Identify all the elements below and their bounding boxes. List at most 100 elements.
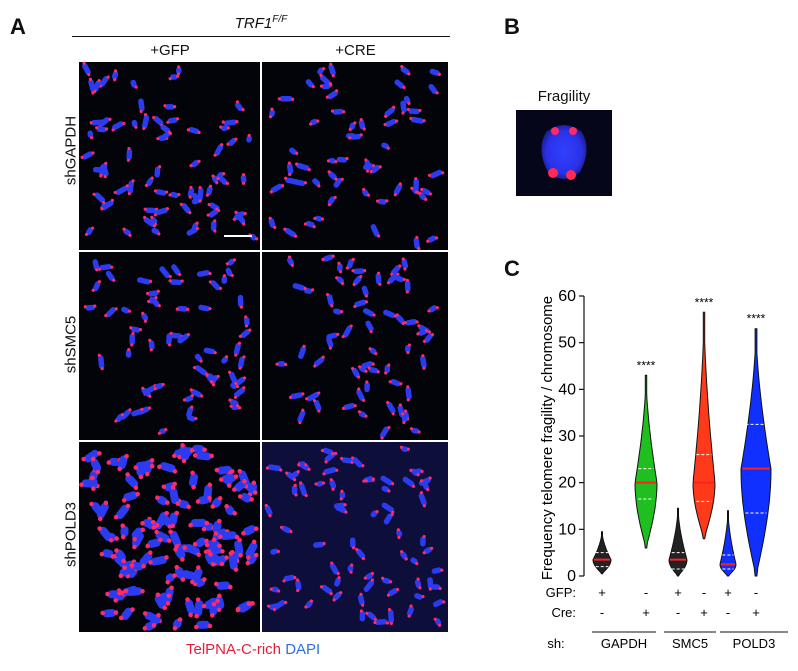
chromosome: [364, 380, 370, 393]
chromosome: [147, 296, 158, 304]
chromosome: [375, 198, 389, 205]
violins: **** **** ****: [592, 295, 772, 577]
chromosome: [240, 173, 247, 185]
chromosome: [174, 564, 186, 582]
chromosome: [172, 617, 183, 631]
chromosome: [92, 259, 100, 272]
micrograph-render: [79, 442, 259, 631]
chromosome: [386, 400, 396, 416]
chromosome: [426, 235, 439, 243]
chromosome: [399, 445, 410, 453]
chromosome: [129, 331, 136, 347]
chromosome: [297, 408, 306, 425]
chromosome: [275, 361, 288, 367]
stain-label-telomere: TelPNA-C-rich: [186, 641, 282, 658]
chromosome: [384, 363, 391, 375]
chromosome: [335, 505, 348, 514]
chromosome: [154, 510, 169, 528]
chromosome: [334, 576, 341, 587]
chromosome: [83, 304, 97, 311]
micrograph-shgapdh-cre: [262, 62, 448, 250]
chromosome: [179, 442, 190, 464]
chromosome: [401, 412, 408, 425]
chromosome: [208, 552, 225, 567]
chromosome: [295, 162, 311, 172]
chromosome: [143, 215, 157, 228]
y-tick-label: 10: [558, 521, 576, 538]
chromosome: [153, 382, 165, 391]
chromosome: [350, 366, 361, 379]
chromosome: [234, 210, 246, 226]
chromosome: [395, 313, 405, 326]
chromosome: [322, 467, 339, 476]
micrograph-render: [83, 258, 252, 435]
chromosome: [433, 617, 442, 627]
chromosome: [91, 280, 101, 292]
chromosome: [216, 171, 226, 181]
chromosome: [246, 133, 253, 143]
chromosome: [330, 108, 346, 115]
chromosome: [192, 451, 214, 461]
chromosome: [175, 305, 190, 312]
chromosome: [209, 374, 220, 384]
chromosome: [357, 592, 365, 607]
violin-body: [719, 510, 737, 577]
chromosome: [114, 548, 126, 564]
chromosome: [100, 198, 115, 211]
chromosome: [97, 526, 114, 543]
chromosome: [224, 504, 237, 516]
chromosome: [217, 531, 240, 540]
chromosome: [155, 495, 170, 506]
chromosome: [309, 118, 320, 126]
chromosome: [198, 304, 212, 312]
chromosome: [205, 184, 213, 197]
chromosome: [121, 306, 132, 314]
chromosome: [186, 226, 200, 236]
chromosome: [189, 388, 204, 398]
chromosome: [114, 413, 124, 423]
chromosome: [140, 519, 156, 528]
violin-smc5-gfp: [668, 507, 688, 577]
chromosome: [332, 591, 343, 602]
gfp-sign: -: [644, 585, 648, 600]
chromosome: [111, 69, 119, 82]
chromosome: [418, 491, 427, 508]
chromosome: [329, 561, 340, 576]
micrograph-shsmc5-cre: [262, 252, 448, 440]
chromosome: [291, 178, 307, 187]
chromosome: [111, 121, 126, 132]
chromosome: [131, 407, 144, 417]
chromosome: [420, 479, 430, 492]
row-label-shgapdh: shGAPDH: [62, 115, 80, 186]
chromosome: [129, 326, 143, 333]
chromosome: [129, 561, 146, 571]
chromosome: [221, 119, 239, 126]
chromosome: [326, 332, 340, 340]
chromosome: [375, 271, 382, 286]
chromosome: [400, 100, 407, 115]
chromosome: [81, 449, 102, 463]
chromosome: [327, 170, 338, 181]
chromosome: [213, 581, 233, 590]
genotype-label: TRF1F/F: [72, 14, 450, 32]
chromosome: [414, 577, 422, 590]
chromosome: [141, 311, 149, 323]
chromosome: [264, 503, 273, 518]
chromosome: [368, 347, 378, 356]
chromosome: [320, 447, 335, 456]
chromosome: [279, 525, 293, 534]
chromosome: [154, 529, 172, 543]
chromosome: [410, 557, 419, 566]
chromosome: [321, 254, 335, 262]
chromosome: [297, 461, 308, 467]
chromosome: [118, 607, 135, 621]
chromosome: [238, 328, 252, 339]
chromosome: [416, 329, 429, 336]
violin-body: [634, 374, 658, 549]
scale-bar: [224, 235, 252, 237]
chromosome: [166, 331, 173, 347]
chromosome: [400, 550, 408, 561]
violin-pold3-gfp: [719, 510, 737, 577]
chromosome: [418, 191, 428, 201]
chromosome: [151, 227, 161, 236]
